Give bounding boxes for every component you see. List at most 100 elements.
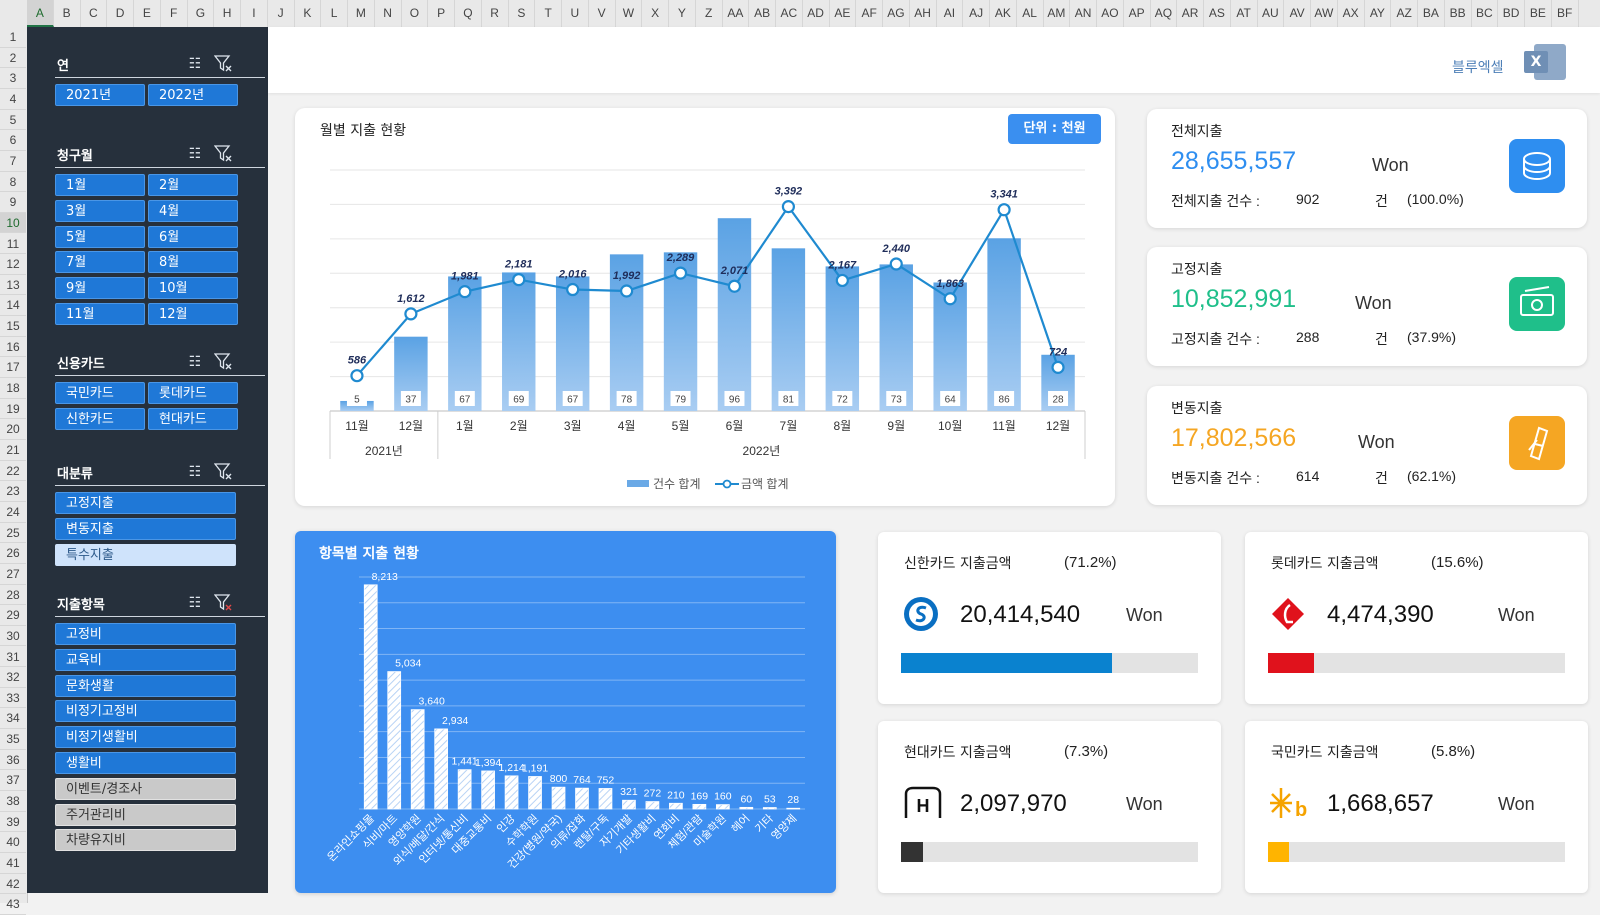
column-header[interactable]: M (348, 0, 375, 27)
row-header[interactable]: 42 (0, 874, 26, 895)
slicer-item-month[interactable]: 4월 (148, 199, 238, 222)
column-header[interactable]: C (81, 0, 108, 27)
column-header[interactable]: W (616, 0, 643, 27)
slicer-item-category[interactable]: 고정지출 (55, 492, 236, 514)
column-header[interactable]: D (107, 0, 134, 27)
row-header[interactable]: 7 (0, 151, 26, 172)
column-header[interactable]: BD (1498, 0, 1525, 27)
column-header[interactable]: AV (1284, 0, 1311, 27)
multi-select-icon[interactable]: ☷ (188, 595, 202, 611)
column-header[interactable]: A (27, 0, 54, 27)
column-header[interactable]: P (428, 0, 455, 27)
column-header[interactable]: BA (1418, 0, 1445, 27)
column-header[interactable]: AM (1044, 0, 1071, 27)
column-header[interactable]: I (241, 0, 268, 27)
row-header[interactable]: 36 (0, 750, 26, 771)
column-header[interactable]: AP (1124, 0, 1151, 27)
row-header[interactable]: 5 (0, 110, 26, 131)
column-header[interactable]: AF (856, 0, 883, 27)
column-header[interactable]: V (589, 0, 616, 27)
column-header[interactable]: AI (937, 0, 964, 27)
row-header[interactable]: 2 (0, 48, 26, 69)
column-header[interactable]: AE (830, 0, 857, 27)
slicer-item-card[interactable]: 현대카드 (148, 407, 238, 430)
row-header[interactable]: 32 (0, 667, 26, 688)
slicer-item-month[interactable]: 10월 (148, 277, 238, 300)
slicer-item-month[interactable]: 8월 (148, 251, 238, 274)
column-header[interactable]: AR (1177, 0, 1204, 27)
slicer-item-month[interactable]: 12월 (148, 303, 238, 325)
column-header[interactable]: N (375, 0, 402, 27)
column-header[interactable]: S (509, 0, 536, 27)
slicer-item-expense-item[interactable]: 차량유지비 (55, 829, 236, 852)
column-header[interactable]: AB (749, 0, 776, 27)
clear-filter-icon[interactable] (213, 145, 233, 163)
row-header[interactable]: 25 (0, 523, 26, 544)
row-header[interactable]: 14 (0, 295, 26, 317)
row-header[interactable]: 9 (0, 192, 26, 213)
column-header[interactable]: U (562, 0, 589, 27)
slicer-item-month[interactable]: 9월 (55, 277, 145, 300)
slicer-item-expense-item[interactable]: 문화생활 (55, 674, 236, 697)
slicer-item-month[interactable]: 1월 (55, 174, 145, 196)
row-header[interactable]: 4 (0, 89, 26, 110)
row-header[interactable]: 17 (0, 357, 26, 379)
row-header[interactable]: 16 (0, 337, 26, 358)
column-header[interactable]: AZ (1391, 0, 1418, 27)
row-header[interactable]: 10 (0, 212, 26, 234)
slicer-item-month[interactable]: 7월 (55, 251, 145, 274)
column-header[interactable]: BE (1525, 0, 1552, 27)
row-header[interactable]: 29 (0, 605, 26, 626)
row-header[interactable]: 12 (0, 254, 26, 275)
row-header[interactable]: 35 (0, 729, 26, 750)
multi-select-icon[interactable]: ☷ (188, 354, 202, 370)
column-header[interactable]: AN (1070, 0, 1097, 27)
row-header[interactable]: 30 (0, 626, 26, 647)
column-header[interactable]: AH (910, 0, 937, 27)
column-header[interactable]: BC (1472, 0, 1499, 27)
column-header[interactable]: AW (1311, 0, 1338, 27)
row-header[interactable]: 13 (0, 275, 26, 296)
column-header[interactable]: BB (1445, 0, 1472, 27)
slicer-item-expense-item[interactable]: 생활비 (55, 752, 236, 774)
row-header[interactable]: 34 (0, 708, 26, 730)
row-header[interactable]: 1 (0, 27, 26, 48)
column-header[interactable]: AA (723, 0, 750, 27)
row-header[interactable]: 20 (0, 419, 26, 440)
row-header[interactable]: 37 (0, 770, 26, 792)
column-header[interactable]: H (214, 0, 241, 27)
row-header[interactable]: 28 (0, 585, 26, 606)
slicer-item-month[interactable]: 5월 (55, 225, 145, 248)
row-header[interactable]: 6 (0, 130, 26, 151)
column-header[interactable]: F (161, 0, 188, 27)
clear-filter-icon[interactable] (213, 594, 233, 612)
column-header[interactable]: Z (696, 0, 723, 27)
column-header[interactable]: Q (455, 0, 482, 27)
column-header[interactable]: K (295, 0, 322, 27)
multi-select-icon[interactable]: ☷ (188, 146, 202, 162)
column-header[interactable]: T (535, 0, 562, 27)
slicer-item-card[interactable]: 국민카드 (55, 382, 145, 404)
row-header[interactable]: 33 (0, 688, 26, 709)
clear-filter-icon[interactable] (213, 353, 233, 371)
row-header[interactable]: 19 (0, 399, 26, 420)
column-header[interactable]: AO (1097, 0, 1124, 27)
column-header[interactable]: AC (776, 0, 803, 27)
column-header[interactable]: AJ (963, 0, 990, 27)
column-header[interactable]: B (54, 0, 81, 27)
column-header[interactable]: AL (1017, 0, 1044, 27)
row-header[interactable]: 8 (0, 172, 26, 193)
row-header[interactable]: 21 (0, 440, 26, 461)
row-header[interactable]: 3 (0, 68, 26, 89)
column-header[interactable]: AS (1204, 0, 1231, 27)
slicer-item-expense-item[interactable]: 비정기고정비 (55, 700, 236, 723)
slicer-item-year[interactable]: 2022년 (148, 84, 238, 106)
slicer-item-month[interactable]: 2월 (148, 174, 238, 196)
column-header[interactable]: AQ (1151, 0, 1178, 27)
column-header[interactable]: Y (669, 0, 696, 27)
row-header[interactable]: 40 (0, 832, 26, 853)
column-header[interactable]: AX (1338, 0, 1365, 27)
column-header[interactable]: AD (803, 0, 830, 27)
row-header[interactable]: 11 (0, 234, 26, 255)
slicer-item-category[interactable]: 특수지출 (55, 543, 236, 566)
